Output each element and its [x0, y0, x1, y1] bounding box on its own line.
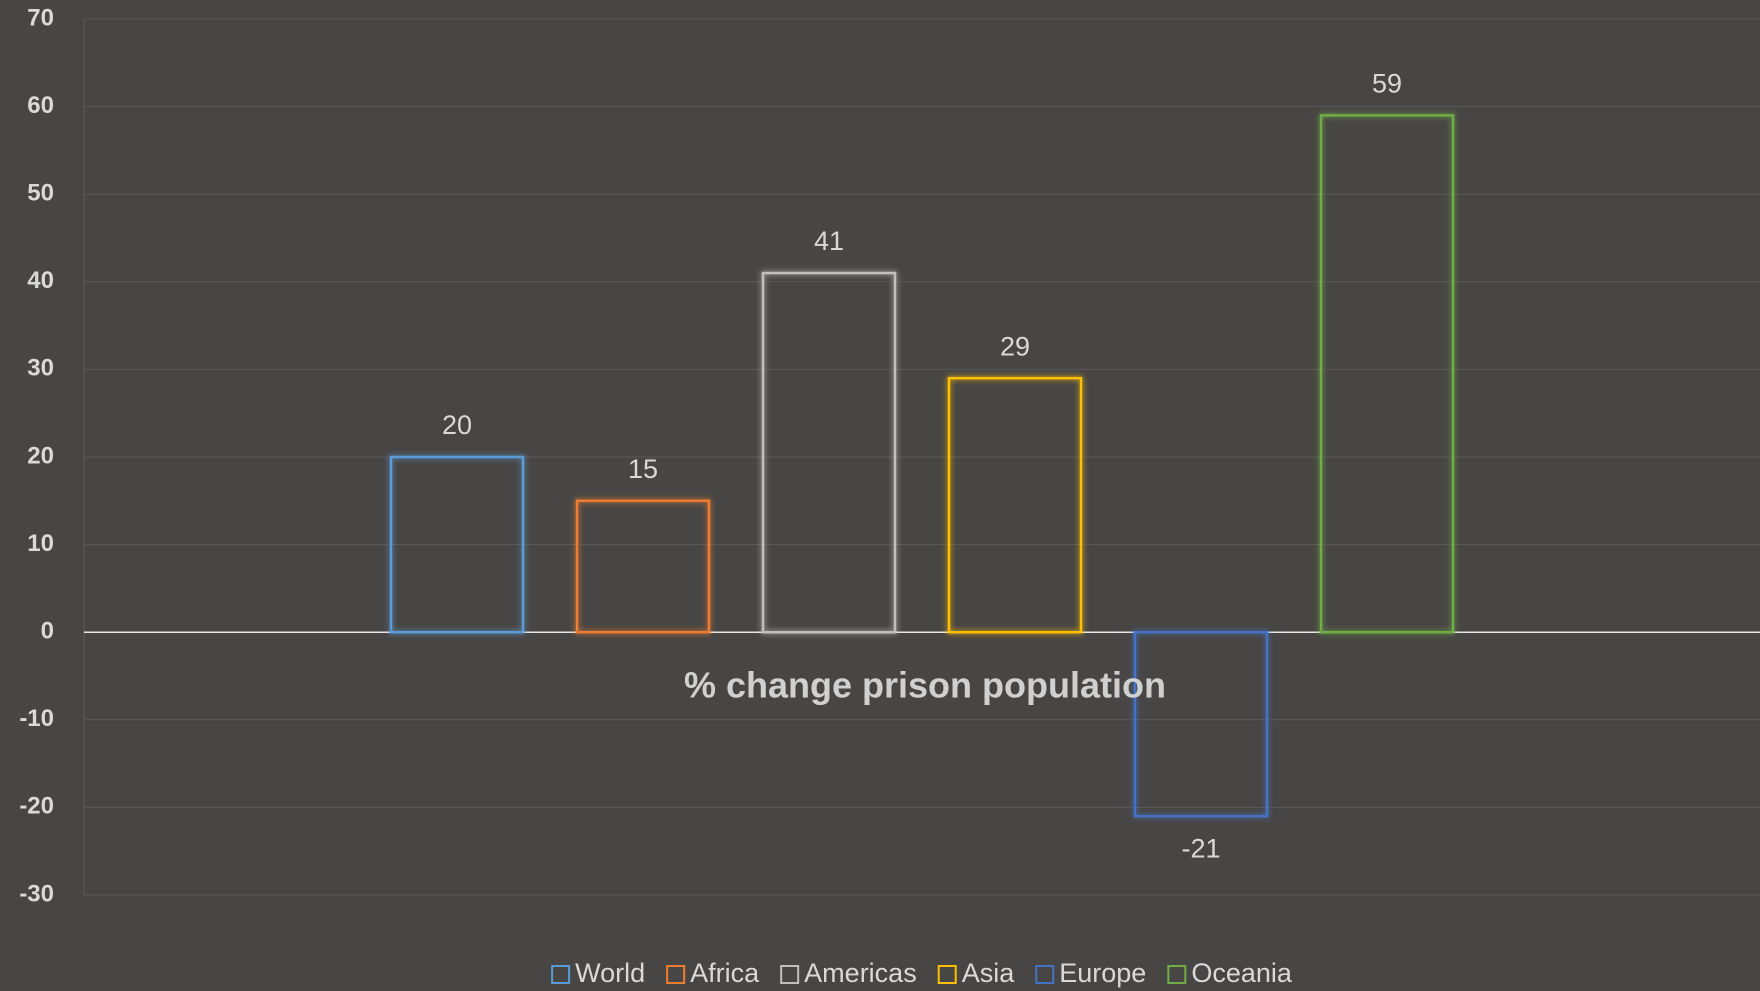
- bar: [761, 271, 897, 634]
- y-tick-label: 30: [27, 355, 54, 382]
- y-tick-label: 10: [27, 530, 54, 557]
- bar: [1133, 630, 1269, 818]
- legend-label: Oceania: [1191, 958, 1293, 988]
- value-label: 59: [1372, 68, 1402, 98]
- y-tick-label: -10: [19, 705, 54, 732]
- bar: [1319, 114, 1455, 634]
- legend-swatch: [551, 965, 571, 984]
- legend-swatch: [1035, 965, 1055, 984]
- bar: [575, 499, 711, 634]
- bar: [947, 376, 1083, 634]
- legend-label: World: [575, 958, 645, 988]
- y-tick-label: 40: [27, 267, 54, 294]
- y-tick-label: 60: [27, 92, 54, 119]
- value-label: 20: [442, 410, 472, 440]
- y-tick-label: 20: [27, 442, 54, 469]
- legend-swatch: [1167, 965, 1187, 984]
- legend-label: Europe: [1059, 958, 1146, 988]
- value-label: 15: [628, 454, 658, 484]
- legend-swatch: [937, 965, 957, 984]
- legend-swatch: [666, 965, 686, 984]
- legend-swatch: [780, 965, 800, 984]
- legend-label: Americas: [804, 958, 917, 988]
- y-tick-label: 0: [41, 618, 54, 645]
- y-tick-label: -30: [19, 880, 54, 907]
- chart-title: % change prison population: [684, 665, 1166, 706]
- y-tick-label: -20: [19, 793, 54, 820]
- legend-label: Asia: [962, 958, 1016, 988]
- value-label: 41: [814, 226, 844, 256]
- value-label: 29: [1000, 331, 1030, 361]
- value-label: -21: [1181, 833, 1220, 863]
- bar: [389, 455, 525, 634]
- y-tick-label: 50: [27, 180, 54, 207]
- legend-label: Africa: [690, 958, 760, 988]
- y-tick-label: 70: [27, 4, 54, 31]
